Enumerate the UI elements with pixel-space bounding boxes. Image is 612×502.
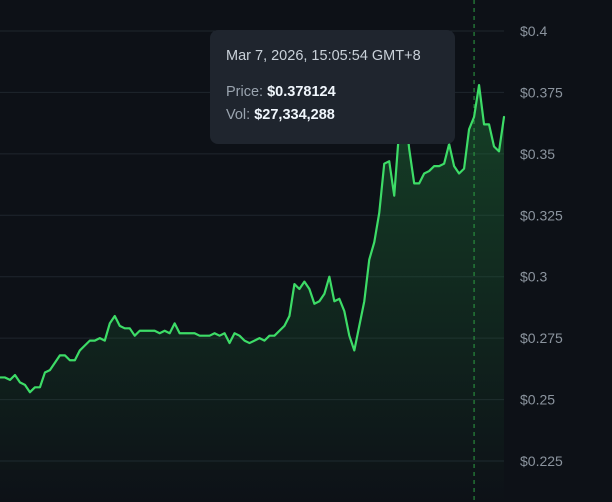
price-area [0, 85, 504, 502]
y-tick-label: $0.3 [520, 269, 547, 285]
price-area-fill [0, 85, 504, 502]
price-tooltip: Mar 7, 2026, 15:05:54 GMT+8 Price: $0.37… [210, 30, 455, 144]
y-tick-label: $0.4 [520, 23, 547, 39]
tooltip-price-row: Price: $0.378124 [226, 81, 439, 104]
tooltip-date: Mar 7, 2026, 15:05:54 GMT+8 [226, 48, 421, 64]
y-axis: $0.4 $0.375 $0.35 $0.325 $0.3 $0.275 $0.25 $0.2… [520, 23, 563, 469]
y-tick-label: $0.35 [520, 146, 555, 162]
tooltip-price-label: Price: [226, 84, 264, 100]
y-tick-label: $0.275 [520, 330, 563, 346]
tooltip-vol-row: Vol: $27,334,288 [226, 104, 439, 127]
price-line-layer [0, 83, 506, 394]
y-tick-label: $0.325 [520, 207, 563, 223]
y-tick-label: $0.25 [520, 392, 555, 408]
tooltip-vol-value: $27,334,288 [254, 107, 335, 123]
tooltip-price-value: $0.378124 [267, 84, 336, 100]
y-tick-label: $0.375 [520, 84, 563, 100]
price-line [0, 83, 506, 394]
y-tick-label: $0.225 [520, 453, 563, 469]
tooltip-vol-label: Vol: [226, 107, 251, 123]
